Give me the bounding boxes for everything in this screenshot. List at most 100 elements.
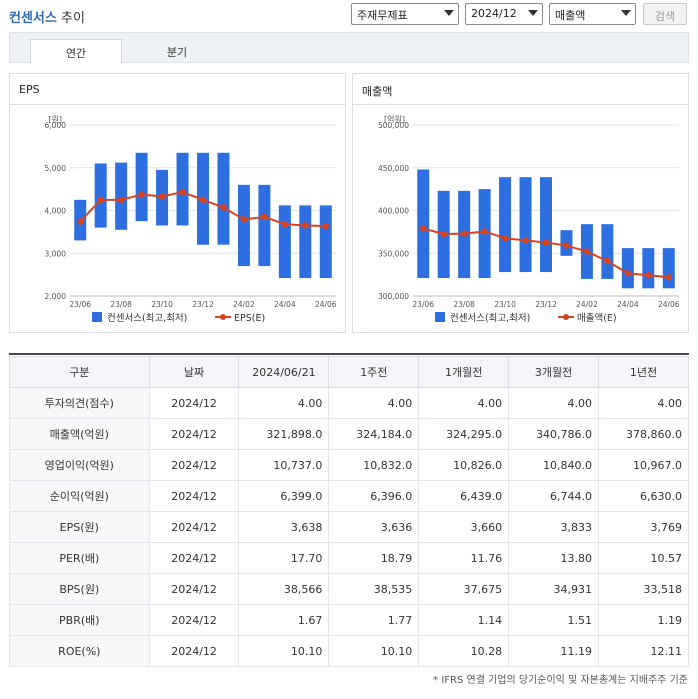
row-value: 3,833 xyxy=(508,511,600,543)
x-tick-label: 23/10 xyxy=(151,300,173,309)
legend-bar-label: 컨센서스(최고,최저) xyxy=(450,313,530,324)
x-tick-label: 24/04 xyxy=(274,300,296,309)
x-tick-label: 23/10 xyxy=(494,300,516,309)
range-bar xyxy=(642,248,655,289)
x-tick-label: 24/06 xyxy=(315,300,337,309)
table-top-rule xyxy=(9,353,689,355)
estimate-point xyxy=(220,204,227,211)
legend-line-marker xyxy=(563,314,569,320)
sales-chart: 300,000 350,000 400,000 450,000 500,000[억원] 2… xyxy=(378,114,680,324)
row-value: 17.70 xyxy=(238,542,330,574)
range-bar xyxy=(662,248,675,289)
row-label: EPS(원) xyxy=(9,511,150,543)
row-label: ROE(%) xyxy=(9,635,150,667)
row-value: 6,399.0 xyxy=(238,480,330,512)
row-label: 영업이익(억원) xyxy=(9,449,150,481)
table-row: 영업이익(억원) 2024/12 10,737.0 10,832.0 10,826.0 1… xyxy=(9,449,689,481)
row-value: 10.10 xyxy=(328,635,420,667)
y-axis-unit-label: [원] xyxy=(48,115,62,124)
eps-chart-panel: EPS 2,000 3,000 4,000 5,000 6,000 [원] 23/06 23/… xyxy=(9,73,346,333)
row-value: 324,295.0 xyxy=(418,418,510,450)
row-value: 10,967.0 xyxy=(598,449,689,481)
x-tick-label: 23/06 xyxy=(69,300,91,309)
consensus-table: 구분 날짜 2024/06/21 1주전 1개월전 3개월전 1년전 투자의견(… xyxy=(9,356,689,667)
y-tick-label: 450,000 xyxy=(378,164,409,173)
row-value: 6,630.0 xyxy=(598,480,689,512)
row-date: 2024/12 xyxy=(148,480,240,512)
row-value: 3,638 xyxy=(238,511,330,543)
metric-value: 매출액 xyxy=(555,9,586,22)
row-value: 4.00 xyxy=(238,387,330,419)
sales-chart-title: 매출액 xyxy=(353,74,688,105)
row-value: 321,898.0 xyxy=(238,418,330,450)
estimate-point xyxy=(240,216,248,223)
y-tick-label: 500,000 xyxy=(378,121,409,130)
range-bar xyxy=(94,163,107,228)
row-value: 10,737.0 xyxy=(238,449,330,481)
estimate-point xyxy=(281,220,289,228)
search-button[interactable]: 검색 xyxy=(643,3,687,25)
row-date: 2024/12 xyxy=(148,449,240,481)
table-row: PER(배) 2024/12 17.70 18.79 11.76 13.80 10.57 xyxy=(9,542,689,574)
header-category: 구분 xyxy=(9,356,150,388)
estimate-point xyxy=(138,191,145,198)
row-value: 4.00 xyxy=(508,387,600,419)
estimate-point xyxy=(420,225,427,232)
table-row: 매출액(억원) 2024/12 321,898.0 324,184.0 324,295.… xyxy=(9,418,689,450)
estimate-point xyxy=(665,274,672,281)
row-value: 34,931 xyxy=(508,573,600,605)
estimate-point xyxy=(77,218,84,225)
estimate-point xyxy=(440,230,447,238)
estimate-point xyxy=(199,196,207,204)
header-date: 날짜 xyxy=(148,356,240,388)
row-value: 1.51 xyxy=(508,604,600,636)
row-value: 3,769 xyxy=(598,511,689,543)
range-bar xyxy=(135,152,148,222)
estimate-point xyxy=(302,222,309,229)
estimate-point xyxy=(117,196,125,204)
estimate-point xyxy=(604,257,611,265)
period-select[interactable]: 2024/12 xyxy=(465,3,543,25)
estimate-point xyxy=(179,188,186,196)
row-value: 11.19 xyxy=(508,635,600,667)
row-value: 3,660 xyxy=(418,511,510,543)
row-value: 4.00 xyxy=(418,387,510,419)
range-bar xyxy=(540,177,552,273)
row-value: 11.76 xyxy=(418,542,510,574)
range-bar xyxy=(601,224,614,279)
page-title-rest: 추이 xyxy=(60,11,85,26)
estimate-point xyxy=(624,270,632,277)
legend-line-label: 매출액(E) xyxy=(577,312,617,324)
y-tick-label: 400,000 xyxy=(378,207,409,216)
y-tick-label: 4,000 xyxy=(45,207,67,216)
row-value: 324,184.0 xyxy=(328,418,420,450)
table-row: 투자의견(점수) 2024/12 4.00 4.00 4.00 4.00 4.00 xyxy=(9,387,689,419)
metric-select[interactable]: 매출액 xyxy=(549,3,636,25)
row-value: 38,566 xyxy=(238,573,330,605)
tab-annual[interactable]: 연간 xyxy=(30,39,122,64)
page-title-accent: 컨센서스 xyxy=(9,11,57,26)
header-current: 2024/06/21 xyxy=(238,356,330,388)
x-tick-label: 23/08 xyxy=(110,300,132,309)
row-value: 37,675 xyxy=(418,573,510,605)
chevron-down-icon xyxy=(621,10,631,16)
statement-type-select[interactable]: 주재무제표 xyxy=(351,3,459,25)
row-date: 2024/12 xyxy=(148,604,240,636)
row-date: 2024/12 xyxy=(148,573,240,605)
x-tick-label: 24/04 xyxy=(617,300,639,309)
estimate-point xyxy=(563,242,570,249)
y-axis-unit-label: [억원] xyxy=(384,114,405,124)
tab-quarterly[interactable]: 분기 xyxy=(166,46,188,59)
row-value: 6,396.0 xyxy=(328,480,420,512)
y-tick-label: 6,000 xyxy=(45,121,67,130)
estimate-point xyxy=(522,237,529,244)
x-tick-label: 23/12 xyxy=(535,300,557,309)
row-date: 2024/12 xyxy=(148,542,240,574)
estimate-point xyxy=(645,272,652,279)
estimate-point xyxy=(158,193,166,200)
range-bar xyxy=(258,184,271,267)
table-row: PBR(배) 2024/12 1.67 1.77 1.14 1.51 1.19 xyxy=(9,604,689,636)
row-value: 1.77 xyxy=(328,604,420,636)
header-1m: 1개월전 xyxy=(418,356,510,388)
row-value: 1.19 xyxy=(598,604,689,636)
